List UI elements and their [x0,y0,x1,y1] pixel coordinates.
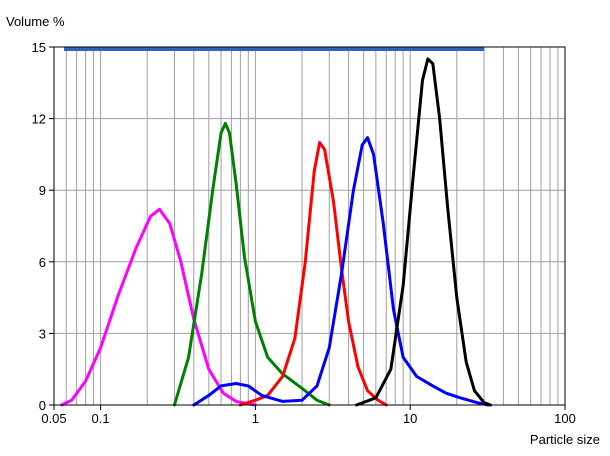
x-tick-label: 0.1 [92,411,110,426]
y-tick-label: 9 [39,183,46,198]
plot-frame [53,46,566,406]
x-tick-label: 1 [252,411,259,426]
y-tick-label: 6 [39,255,46,270]
x-tick-label: 100 [554,411,576,426]
series-line-5 [355,57,492,407]
y-tick-label: 3 [39,326,46,341]
y-axis-title: Volume % [6,14,65,29]
range-bar-layer [63,47,485,51]
series-line-4 [192,136,490,407]
y-tick-label: 0 [39,398,46,413]
series-line-3 [238,140,388,407]
y-tick-label: 12 [32,112,46,127]
x-tick-label: 0.05 [41,411,66,426]
x-tick-label: 10 [403,411,417,426]
series-line-1 [60,207,257,407]
series-line-2 [172,121,331,407]
series-layer [60,57,492,407]
x-axis-title: Particle size [530,432,600,447]
axes: 0 3 6 9 12 15 0.05 0.1 1 10 100 [32,40,576,426]
range-bar [63,47,485,51]
y-tick-label: 15 [32,40,46,55]
